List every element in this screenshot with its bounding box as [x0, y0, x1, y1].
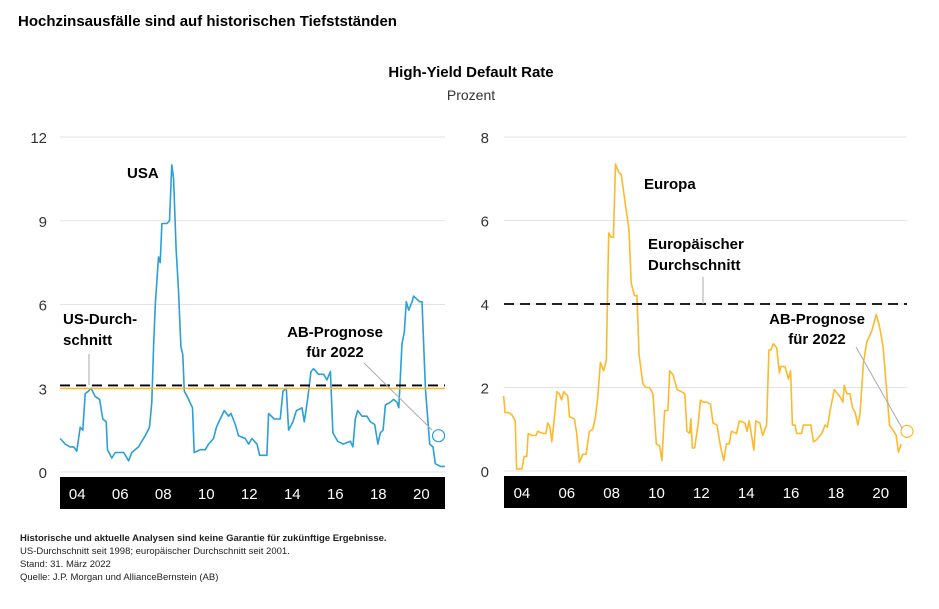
usa-x-tick-label: 20 [413, 486, 430, 503]
page-title: Hochzinsausfälle sind auf historischen T… [18, 13, 397, 30]
usa-x-tick-label: 12 [241, 486, 258, 503]
europe-forecast-leader-line [855, 346, 903, 429]
usa-x-tick-label: 06 [112, 486, 129, 503]
europe-x-tick-label: 16 [783, 485, 800, 502]
usa-y-tick-label: 3 [39, 381, 47, 398]
unit-label: Prozent [447, 87, 495, 103]
europe-average-label-2: Durchschnitt [648, 257, 741, 274]
europe-series-label: Europa [644, 176, 696, 193]
footnote-disclaimer: Historische und aktuelle Analysen sind k… [20, 533, 387, 544]
usa-forecast-leader-line [363, 362, 433, 431]
usa-average-label-1: US-Durch- [63, 311, 137, 328]
usa-x-tick-label: 08 [155, 486, 172, 503]
europe-forecast-label-2: für 2022 [788, 331, 846, 348]
europe-x-tick-label: 18 [828, 485, 845, 502]
europe-forecast-label-1: AB-Prognose [769, 311, 865, 328]
europe-forecast-marker [900, 424, 914, 438]
footnote-date: Stand: 31. März 2022 [20, 559, 111, 570]
europe-y-tick-label: 2 [481, 381, 489, 398]
europe-x-tick-label: 14 [738, 485, 755, 502]
usa-x-axis-bar [60, 477, 445, 509]
europe-y-tick-label: 6 [481, 214, 489, 231]
usa-average-label-2: schnitt [63, 332, 112, 349]
europe-x-tick-label: 04 [514, 485, 531, 502]
europe-y-tick-label: 0 [481, 464, 489, 481]
europe-x-tick-label: 08 [603, 485, 620, 502]
usa-y-tick-label: 0 [39, 465, 47, 482]
usa-y-tick-label: 9 [39, 214, 47, 231]
europe-series-line [502, 163, 902, 470]
europe-x-tick-label: 06 [558, 485, 575, 502]
usa-x-tick-label: 14 [284, 486, 301, 503]
usa-x-tick-label: 16 [327, 486, 344, 503]
usa-x-tick-label: 04 [69, 486, 86, 503]
usa-forecast-label-2: für 2022 [306, 344, 364, 361]
europe-x-tick-label: 20 [872, 485, 889, 502]
usa-y-tick-label: 12 [30, 130, 47, 147]
usa-series-line [59, 164, 445, 468]
europe-x-tick-label: 12 [693, 485, 710, 502]
europe-x-axis-bar [504, 476, 907, 508]
usa-x-tick-label: 10 [198, 486, 215, 503]
usa-series-label: USA [127, 165, 159, 182]
footnote-source: Quelle: J.P. Morgan und AllianceBernstei… [20, 572, 218, 583]
chart-subtitle: High-Yield Default Rate [388, 64, 553, 81]
usa-x-tick-label: 18 [370, 486, 387, 503]
footnote-average-note: US-Durchschnitt seit 1998; europäischer … [20, 546, 290, 557]
usa-forecast-label-1: AB-Prognose [287, 324, 383, 341]
usa-chart-panel: 0 3 6 9 12 04 06 08 10 12 14 16 18 20 [30, 130, 446, 509]
europe-x-tick-label: 10 [648, 485, 665, 502]
usa-y-tick-label: 6 [39, 298, 47, 315]
usa-forecast-marker [431, 429, 446, 443]
europe-y-tick-label: 4 [481, 297, 489, 314]
europe-chart-panel: 0 2 4 6 8 04 06 08 10 12 14 16 18 20 [481, 130, 914, 508]
europe-y-tick-label: 8 [481, 130, 489, 147]
europe-average-label-1: Europäischer [648, 236, 744, 253]
